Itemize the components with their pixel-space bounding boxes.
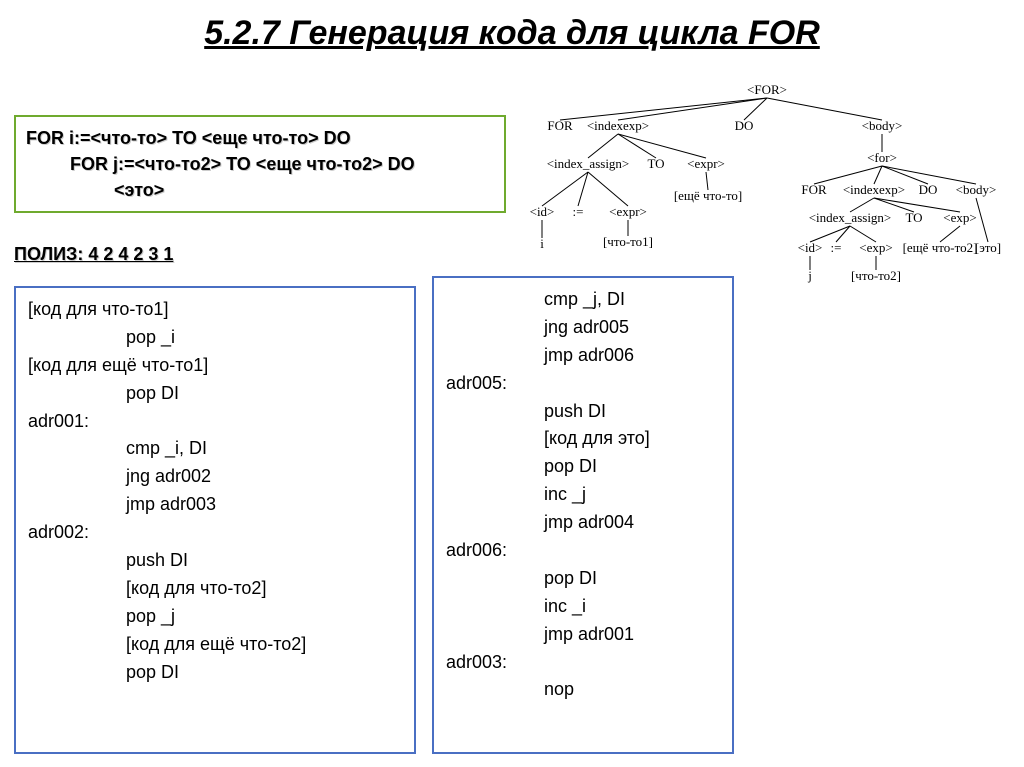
tree-edge bbox=[976, 198, 988, 242]
asm-line: pop _j bbox=[28, 603, 402, 631]
tree-node: <expr> bbox=[609, 204, 647, 219]
tree-node: DO bbox=[735, 118, 754, 133]
source-code-box: FOR i:=<что-то> TO <еще что-то> DO FOR j… bbox=[14, 115, 506, 213]
tree-node: <body> bbox=[862, 118, 903, 133]
tree-node: := bbox=[831, 240, 842, 255]
tree-node: <expr> bbox=[687, 156, 725, 171]
tree-edge bbox=[578, 172, 588, 206]
tree-node: <body> bbox=[956, 182, 997, 197]
asm-line: pop DI bbox=[446, 453, 720, 481]
tree-node: <index_assign> bbox=[809, 210, 892, 225]
tree-node: FOR bbox=[547, 118, 573, 133]
tree-node: [что-то2] bbox=[851, 268, 901, 283]
tree-node: i bbox=[540, 236, 544, 251]
tree-node: <exp> bbox=[943, 210, 976, 225]
tree-node: [что-то1] bbox=[603, 234, 653, 249]
tree-node: [ещё что-то2] bbox=[903, 240, 978, 255]
tree-edge bbox=[560, 98, 767, 120]
tree-node: <indexexp> bbox=[587, 118, 649, 133]
syntax-tree: <FOR> FOR <indexexp> DO <body> <index_assign>… bbox=[520, 82, 1014, 292]
tree-node: <FOR> bbox=[747, 82, 787, 97]
asm-line: pop DI bbox=[28, 659, 402, 687]
asm-line: adr006: bbox=[446, 537, 720, 565]
asm-line: push DI bbox=[28, 547, 402, 575]
tree-edge bbox=[618, 98, 767, 120]
tree-node: <index_assign> bbox=[547, 156, 630, 171]
tree-edge bbox=[618, 134, 706, 158]
tree-node: DO bbox=[919, 182, 938, 197]
tree-node: [это] bbox=[975, 240, 1001, 255]
page-title: 5.2.7 Генерация кода для цикла FOR bbox=[0, 0, 1024, 63]
asm-line: inc _j bbox=[446, 481, 720, 509]
asm-line: jmp adr003 bbox=[28, 491, 402, 519]
asm-line: [код для ещё что-то2] bbox=[28, 631, 402, 659]
asm-line: pop DI bbox=[446, 565, 720, 593]
asm-line: [код для что-то2] bbox=[28, 575, 402, 603]
tree-edge bbox=[767, 98, 882, 120]
asm-line: [код для ещё что-то1] bbox=[28, 352, 402, 380]
asm-line: pop DI bbox=[28, 380, 402, 408]
tree-edge bbox=[542, 172, 588, 206]
poliz-label: ПОЛИЗ: 4 2 4 2 3 1 bbox=[14, 244, 173, 265]
tree-node: := bbox=[573, 204, 584, 219]
tree-node: <indexexp> bbox=[843, 182, 905, 197]
asm-line: adr002: bbox=[28, 519, 402, 547]
tree-node: <id> bbox=[530, 204, 555, 219]
asm-line: pop _i bbox=[28, 324, 402, 352]
tree-node: TO bbox=[905, 210, 922, 225]
asm-code-right: cmp _j, DIjng adr005jmp adr006adr005:pus… bbox=[432, 276, 734, 754]
tree-node: FOR bbox=[801, 182, 827, 197]
asm-line: inc _i bbox=[446, 593, 720, 621]
tree-node: j bbox=[807, 268, 812, 283]
asm-line: adr005: bbox=[446, 370, 720, 398]
tree-node: [ещё что-то] bbox=[674, 188, 742, 203]
tree-node: TO bbox=[647, 156, 664, 171]
tree-edge bbox=[588, 172, 628, 206]
asm-line: adr001: bbox=[28, 408, 402, 436]
asm-line: jng adr002 bbox=[28, 463, 402, 491]
asm-line: [код для что-то1] bbox=[28, 296, 402, 324]
source-line-1: FOR i:=<что-то> TO <еще что-то> DO bbox=[26, 125, 494, 151]
asm-line: jmp adr006 bbox=[446, 342, 720, 370]
asm-line: [код для это] bbox=[446, 425, 720, 453]
asm-line: adr003: bbox=[446, 649, 720, 677]
asm-line: jng adr005 bbox=[446, 314, 720, 342]
asm-code-left: [код для что-то1]pop _i[код для ещё что-… bbox=[14, 286, 416, 754]
asm-line: push DI bbox=[446, 398, 720, 426]
tree-node: <exp> bbox=[859, 240, 892, 255]
asm-line: jmp adr001 bbox=[446, 621, 720, 649]
tree-edge bbox=[618, 134, 656, 158]
source-line-2: FOR j:=<что-то2> TO <еще что-то2> DO bbox=[26, 151, 494, 177]
tree-node: <for> bbox=[867, 150, 897, 165]
asm-line: cmp _i, DI bbox=[28, 435, 402, 463]
tree-node: <id> bbox=[798, 240, 823, 255]
tree-edge bbox=[588, 134, 618, 158]
source-line-3: <это> bbox=[26, 177, 494, 203]
asm-line: nop bbox=[446, 676, 720, 704]
asm-line: jmp adr004 bbox=[446, 509, 720, 537]
